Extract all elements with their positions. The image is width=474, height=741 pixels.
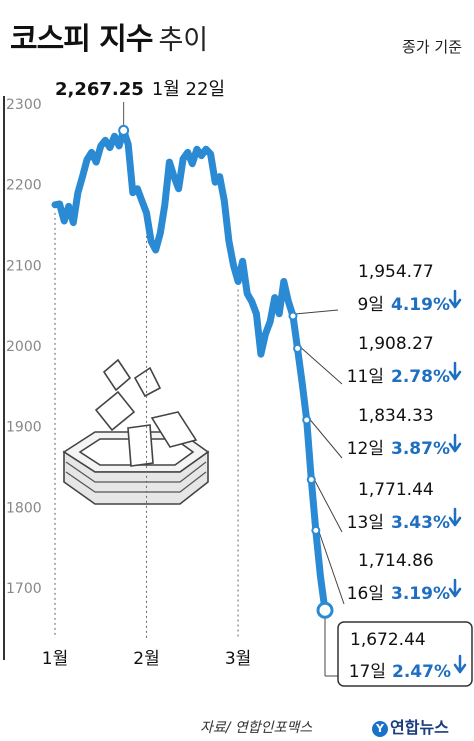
y-tick-label: 1900 [6, 420, 42, 436]
series-line [51, 126, 329, 614]
label-layer: 2,267.25 1월 22일 1,954.77 9일 4.19% 1,908.27 11일… [55, 79, 473, 687]
guide-layer [54, 102, 345, 677]
annotation-leader-line [312, 477, 343, 533]
basket-body-icon [63, 450, 209, 505]
y-tick-label: 2100 [6, 258, 42, 274]
annotation-change-label: 3.19% [391, 584, 450, 604]
logo-mark-icon: Y [372, 721, 388, 737]
annotation-value-label: 1,771.44 [358, 480, 434, 500]
logo-text: 연합뉴스 [390, 718, 449, 737]
stock-ticker-tape-illustration [62, 358, 210, 505]
annotation-value-label: 1,834.33 [358, 406, 434, 426]
annotation-change-label: 3.87% [391, 439, 450, 459]
day-marker [316, 601, 334, 619]
day-marker [311, 525, 321, 535]
paper-icon [150, 411, 198, 448]
basket-stripes-icon [65, 461, 207, 493]
annotation-day-label: 17일 [349, 662, 386, 682]
paper-icon [102, 358, 132, 392]
annotation-leader-line [299, 346, 343, 385]
annotation-change-label: 4.19% [391, 295, 450, 315]
down-arrow-icon [448, 507, 462, 527]
chart-title-bold: 코스피 지수 [10, 22, 153, 57]
day-marker [288, 311, 298, 321]
annotation-day-label: 11일 [347, 367, 384, 387]
annotation-value-label: 1,672.44 [350, 630, 426, 650]
marker-layer [118, 124, 334, 619]
down-arrow-icon [448, 289, 462, 309]
peak-marker [118, 124, 130, 136]
annotation-day-label: 13일 [347, 513, 384, 533]
annotation-leader-line [308, 417, 343, 459]
paper-icon [127, 424, 154, 467]
annotation-change-label: 2.47% [392, 662, 451, 682]
annotation-day-label: 12일 [347, 439, 384, 459]
chart-title: 코스피 지수 추이 [10, 14, 208, 58]
annotation-change-label: 3.43% [391, 513, 450, 533]
chart-title-light: 추이 [158, 25, 209, 56]
axis-layer: 2300 2200 2100 2000 1900 1800 1700 1월 2월 3월 [3, 96, 251, 669]
y-tick-label: 2200 [6, 178, 42, 194]
annotation-day-label: 9일 [358, 295, 384, 315]
down-arrow-icon [448, 433, 462, 453]
annotation-day-label: 16일 [347, 584, 384, 604]
y-tick-label: 1800 [6, 500, 42, 516]
day-marker [293, 343, 303, 353]
peak-label: 2,267.25 1월 22일 [55, 79, 225, 100]
down-arrow-icon [453, 654, 467, 674]
annotation-leader-line [317, 528, 345, 605]
paper-icon [133, 366, 162, 398]
down-arrow-icon [448, 361, 462, 381]
y-tick-label: 1700 [6, 581, 42, 597]
annotation-leader-line [294, 309, 339, 315]
x-month-label: 1월 [42, 649, 68, 669]
x-month-label: 2월 [133, 649, 159, 669]
paper-icon [94, 390, 136, 432]
chart-subtitle: 종가 기준 [402, 38, 462, 56]
y-tick-label: 2300 [6, 97, 42, 113]
annotation-value-label: 1,908.27 [358, 334, 434, 354]
source-credit: 자료/ 연합인포맥스 [200, 720, 313, 736]
day-marker [302, 415, 312, 425]
publisher-logo: Y 연합뉴스 [372, 714, 449, 738]
annotation-value-label: 1,954.77 [358, 262, 434, 282]
peak-date-label: 1월 22일 [152, 79, 225, 100]
annotation-change-label: 2.78% [391, 367, 450, 387]
x-month-label: 3월 [225, 649, 251, 669]
y-tick-label: 2000 [6, 339, 42, 355]
annotation-value-label: 1,714.86 [358, 551, 434, 571]
down-arrow-icon [448, 578, 462, 598]
peak-value-label: 2,267.25 [55, 79, 144, 100]
last-value-box [337, 621, 473, 687]
day-marker [306, 475, 316, 485]
